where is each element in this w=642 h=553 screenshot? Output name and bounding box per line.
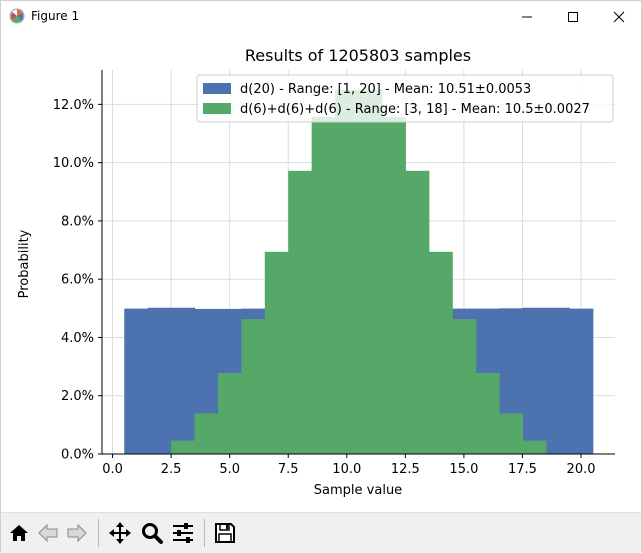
arrow-right-icon xyxy=(67,523,87,543)
histogram-bar xyxy=(217,373,242,454)
legend-entry: d(20) - Range: [1, 20] - Mean: 10.51±0.0… xyxy=(240,82,531,97)
y-tick-label: 4.0% xyxy=(61,331,94,346)
legend: d(20) - Range: [1, 20] - Mean: 10.51±0.0… xyxy=(196,74,614,123)
close-button[interactable] xyxy=(596,1,642,32)
histogram-bar xyxy=(124,308,149,454)
legend-box xyxy=(196,74,614,123)
toolbar-separator xyxy=(204,519,205,547)
histogram-bar xyxy=(405,170,430,454)
histogram-bar xyxy=(335,89,360,455)
y-tick-label: 2.0% xyxy=(61,389,94,404)
matplotlib-logo-icon xyxy=(9,8,25,24)
sliders-icon xyxy=(173,523,193,543)
window-title: Figure 1 xyxy=(31,9,80,23)
home-button[interactable] xyxy=(5,518,33,548)
maximize-icon xyxy=(568,11,578,22)
home-icon xyxy=(10,525,28,541)
x-tick-label: 15.0 xyxy=(449,462,478,477)
minimize-icon xyxy=(522,16,532,17)
x-axis-label: Sample value xyxy=(314,483,402,498)
x-tick-label: 20.0 xyxy=(567,462,596,477)
y-tick-label: 6.0% xyxy=(61,273,94,288)
x-tick-label: 5.0 xyxy=(219,462,240,477)
close-icon xyxy=(613,11,625,22)
back-button[interactable] xyxy=(34,518,62,548)
histogram-bar xyxy=(569,308,594,454)
histogram-bar xyxy=(171,440,196,454)
navigation-toolbar xyxy=(1,512,641,553)
legend-swatch xyxy=(203,103,231,114)
x-tick-label: 2.5 xyxy=(161,462,182,477)
title-bar[interactable]: Figure 1 xyxy=(1,1,641,32)
zoom-button[interactable] xyxy=(138,518,166,548)
arrow-left-icon xyxy=(38,523,58,543)
subplots-button[interactable] xyxy=(169,518,197,548)
x-tick-label: 7.5 xyxy=(278,462,299,477)
move-arrows-icon xyxy=(109,522,131,544)
magnifier-icon xyxy=(142,523,163,544)
maximize-button[interactable] xyxy=(550,1,596,32)
histogram-bar xyxy=(171,307,196,454)
x-tick-label: 10.0 xyxy=(332,462,361,477)
legend-swatch xyxy=(203,83,231,94)
histogram-bar xyxy=(428,251,453,454)
histogram-bar xyxy=(522,440,547,454)
histogram-chart: 0.0 2.5 5.0 7.5 10.0 12.5 15.0 17.5 20.0 0.0% 2.0%… xyxy=(17,46,615,498)
pan-button[interactable] xyxy=(106,518,134,548)
y-tick-label: 8.0% xyxy=(61,214,94,229)
histogram-bar xyxy=(264,251,289,454)
histogram-bar xyxy=(452,319,477,454)
x-tick-label: 0.0 xyxy=(102,462,123,477)
chart-title: Results of 1205803 samples xyxy=(245,46,471,65)
x-tick-label: 12.5 xyxy=(391,462,420,477)
figure-canvas[interactable]: 0.0 2.5 5.0 7.5 10.0 12.5 15.0 17.5 20.0 0.0% 2.0%… xyxy=(1,32,641,512)
histogram-bar xyxy=(381,116,406,454)
x-tick-label: 17.5 xyxy=(508,462,537,477)
histogram-bar xyxy=(288,170,313,454)
histogram-bar xyxy=(358,89,383,455)
histogram-bar xyxy=(241,319,266,454)
legend-entry: d(6)+d(6)+d(6) - Range: [3, 18] - Mean: … xyxy=(240,102,590,117)
histogram-bar xyxy=(311,116,336,454)
y-tick-label: 0.0% xyxy=(61,448,94,463)
floppy-disk-icon xyxy=(215,523,235,543)
toolbar-separator xyxy=(98,519,99,547)
y-tick-label: 10.0% xyxy=(53,156,94,171)
y-tick-label: 12.0% xyxy=(53,98,94,113)
histogram-bar xyxy=(147,307,172,454)
minimize-button[interactable] xyxy=(504,1,550,32)
histogram-bar xyxy=(499,413,524,454)
histogram-bar xyxy=(194,413,219,454)
save-button[interactable] xyxy=(211,518,239,548)
histogram-bar xyxy=(475,373,500,454)
histogram-bar xyxy=(522,307,547,454)
forward-button[interactable] xyxy=(63,518,91,548)
histogram-bar xyxy=(545,307,570,454)
y-axis-label: Probability xyxy=(17,229,32,298)
